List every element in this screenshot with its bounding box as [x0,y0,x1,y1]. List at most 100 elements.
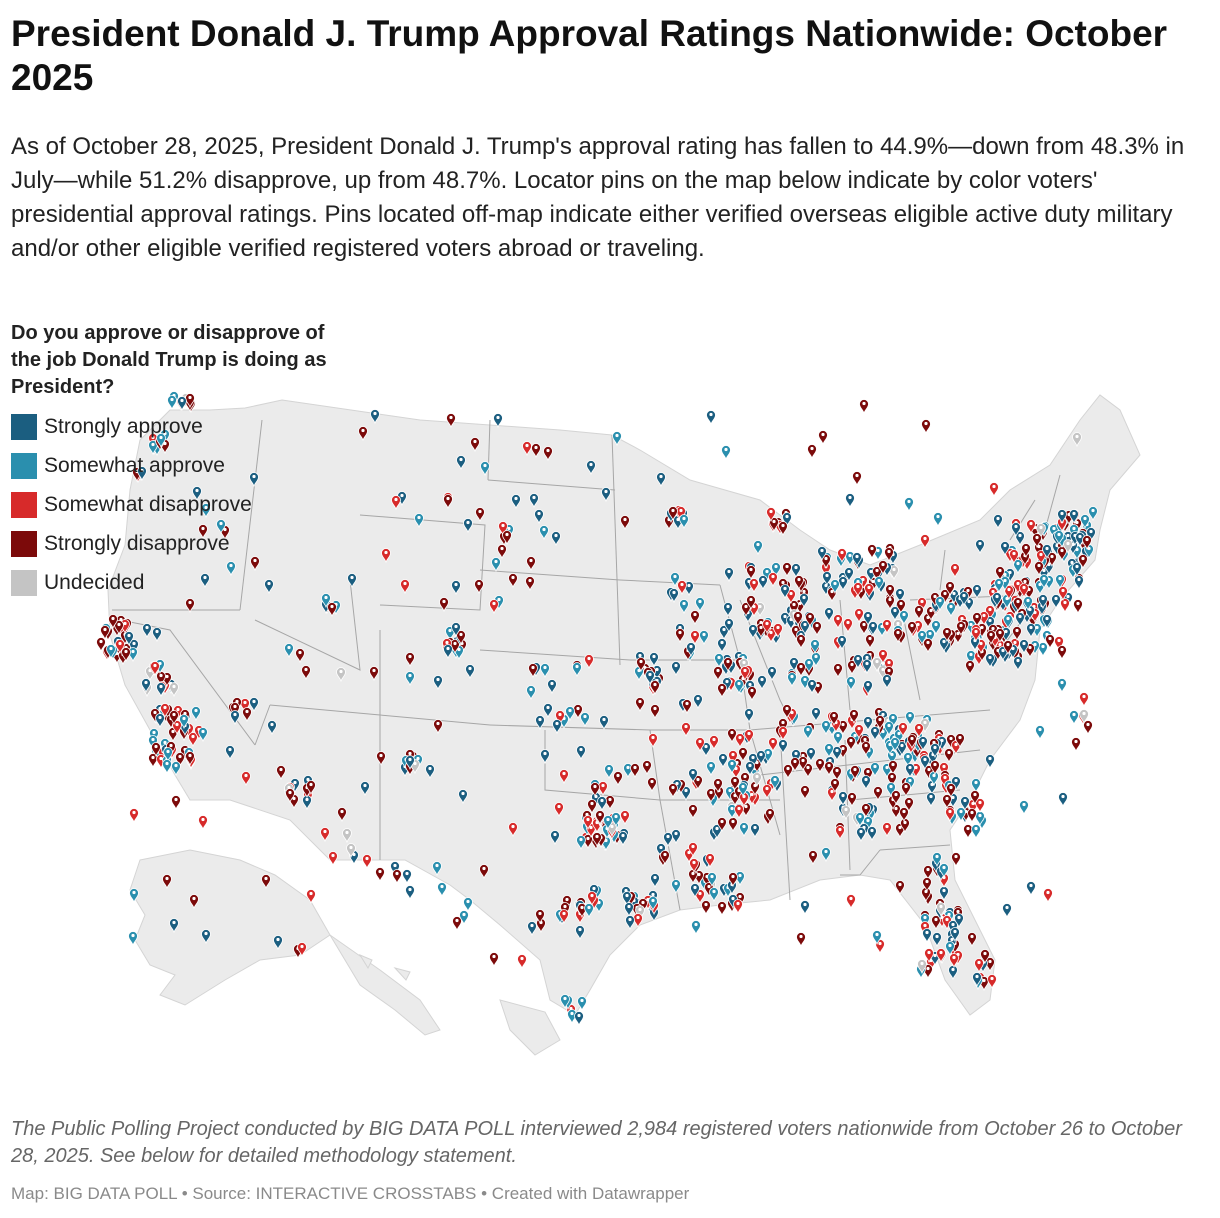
locator-pin-dot [607,766,611,771]
locator-pin-dot [416,756,420,761]
locator-pin-dot [988,607,992,612]
locator-pin-dot [637,668,641,673]
locator-pin-dot [796,613,800,618]
locator-pin [980,949,990,965]
locator-pin [717,683,727,699]
locator-pin [830,778,840,794]
locator-pin-dot [131,933,135,938]
locator-pin-dot [835,768,839,773]
locator-pin-dot [1035,625,1039,630]
locator-pin-dot [542,527,546,532]
locator-pin-dot [840,637,844,642]
locator-pin-dot [893,608,897,613]
locator-pin-dot [1029,883,1033,888]
locator-pin-dot [1035,535,1039,540]
legend-item-somewhat-disapprove[interactable]: Somewhat disapprove [11,485,341,524]
locator-pin-dot [774,564,778,569]
state-border [379,714,491,726]
locator-pin-dot [704,744,708,749]
locator-pin [868,621,878,637]
locator-pin [778,739,788,755]
locator-pin [972,584,982,600]
locator-pin-dot [907,499,911,504]
locator-pin-dot [900,743,904,748]
locator-pin [437,882,447,898]
locator-pin [1057,509,1067,525]
locator-pin [706,788,716,804]
legend-item-strongly-disapprove[interactable]: Strongly disapprove [11,524,341,563]
locator-pin-dot [790,710,794,715]
locator-pin-dot [781,523,785,528]
locator-pin [745,761,755,777]
locator-pin [853,654,863,670]
locator-pin-dot [725,679,729,684]
locator-pin [1083,720,1093,736]
locator-pin-dot [331,853,335,858]
locator-pin-dot [507,526,511,531]
map-svg[interactable] [0,380,1220,1080]
locator-pin [129,808,139,824]
locator-pin-dot [641,900,645,905]
locator-pin [198,727,208,743]
locator-pin-dot [1070,560,1074,565]
state-border [479,649,631,661]
locator-pin-dot [579,747,583,752]
locator-pin [601,487,611,503]
locator-pin-dot [878,717,882,722]
locator-pin [870,726,880,742]
locator-pin [695,737,705,753]
locator-pin-dot [799,934,803,939]
locator-pin [970,790,980,806]
locator-pin-dot [1016,658,1020,663]
locator-pin [867,544,877,560]
legend-item-undecided[interactable]: Undecided [11,563,341,602]
locator-pin-dot [748,763,752,768]
locator-pin [675,628,685,644]
locator-pin [400,579,410,595]
locator-pin-dot [446,496,450,501]
locator-pin-dot [1072,526,1076,531]
legend-item-strongly-approve[interactable]: Strongly approve [11,407,341,446]
legend-item-somewhat-approve[interactable]: Somewhat approve [11,446,341,485]
locator-pin [806,747,816,763]
us-map[interactable] [0,380,1220,1080]
locator-pin [535,909,545,925]
locator-pin-dot [520,956,524,961]
locator-pin-dot [501,523,505,528]
locator-pin-dot [898,825,902,830]
locator-pin [1026,623,1036,639]
locator-pin-dot [756,542,760,547]
locator-pin [741,602,751,618]
locator-pin-dot [896,630,900,635]
locator-pin-dot [580,905,584,910]
locator-pin [230,710,240,726]
locator-pin-dot [943,775,947,780]
locator-pin [1013,559,1023,575]
locator-pin-dot [720,640,724,645]
locator-pin-dot [924,421,928,426]
locator-pin-dot [678,630,682,635]
locator-pin [838,576,848,592]
locator-pin-dot [950,937,954,942]
locator-pin [798,756,808,772]
locator-pin [724,567,734,583]
locator-pin [882,822,892,838]
locator-pin [688,804,698,820]
locator-pin-dot [279,767,283,772]
locator-pin [728,750,738,766]
locator-pin-dot [131,649,135,654]
locator-pin [517,954,527,970]
locator-pin-dot [578,927,582,932]
locator-pin-dot [636,915,640,920]
locator-pin-dot [873,764,877,769]
locator-pin [905,711,915,727]
locator-pin [1015,612,1025,628]
locator-pin-dot [887,549,891,554]
locator-pin-dot [951,967,955,972]
locator-pin-dot [153,663,157,668]
locator-pin [489,599,499,615]
locator-pin-dot [233,712,237,717]
locator-pin [622,891,632,907]
locator-pin-dot [926,867,930,872]
locator-pin-dot [151,442,155,447]
